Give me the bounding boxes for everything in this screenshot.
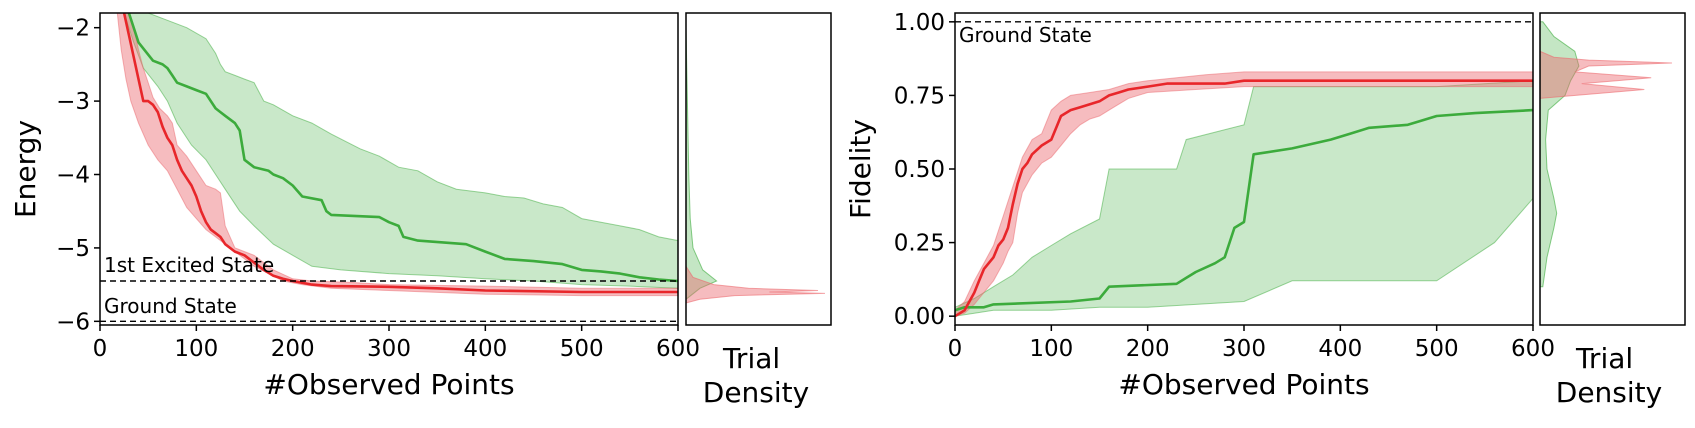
energy-x-ticks: 0 100 200 300 400 500 600 [93, 325, 700, 362]
energy-green-density [685, 27, 718, 301]
energy-x-tick-label: 0 [93, 336, 108, 362]
fidelity-x-tick-label: 600 [1511, 336, 1555, 362]
energy-y-tick-label: −3 [56, 89, 90, 115]
ground-state-label-fidelity: Ground State [959, 23, 1092, 47]
energy-x-tick-label: 500 [560, 336, 604, 362]
energy-green-median-line [127, 12, 679, 283]
fidelity-y-tick-label: 0.75 [894, 83, 945, 109]
energy-green-band [123, 12, 679, 289]
energy-density-panel: Trial Density [685, 12, 832, 409]
energy-x-tick-label: 600 [656, 336, 700, 362]
energy-y-ticks: −6 −5 −4 −3 −2 [56, 16, 100, 335]
energy-density-frame [685, 12, 832, 326]
energy-x-axis-label: #Observed Points [263, 368, 514, 401]
first-excited-state-label: 1st Excited State [104, 253, 274, 277]
trial-label: Trial [722, 342, 780, 375]
energy-x-tick-label: 100 [174, 336, 218, 362]
fidelity-lines [954, 79, 1534, 318]
trial-label: Trial [1575, 342, 1633, 375]
fidelity-y-tick-label: 0.50 [894, 157, 945, 183]
fidelity-x-axis-label: #Observed Points [1118, 368, 1369, 401]
density-label: Density [703, 376, 809, 409]
density-label: Density [1556, 376, 1662, 409]
energy-x-tick-label: 400 [463, 336, 507, 362]
fidelity-x-tick-label: 300 [1222, 336, 1266, 362]
fidelity-y-ticks: 0.00 0.25 0.50 0.75 1.00 [894, 10, 955, 330]
fidelity-bands [954, 71, 1534, 317]
fidelity-green-band [954, 80, 1534, 317]
fidelity-density-areas [1539, 21, 1673, 288]
energy-red-band [116, 12, 679, 297]
energy-y-tick-label: −5 [56, 236, 90, 262]
fidelity-plot-area: Ground State [954, 12, 1534, 326]
fidelity-y-tick-label: 0.25 [894, 231, 945, 257]
fidelity-density-panel: Trial Density [1539, 12, 1686, 409]
fidelity-red-density [1539, 50, 1673, 99]
energy-bands [116, 12, 679, 297]
energy-y-tick-label: −4 [56, 163, 90, 189]
fidelity-x-ticks: 0 100 200 300 400 500 600 [948, 325, 1555, 362]
energy-plot-area: 1st Excited State Ground State [99, 12, 679, 326]
fidelity-green-density [1539, 21, 1580, 288]
fidelity-x-tick-label: 500 [1415, 336, 1459, 362]
fidelity-y-tick-label: 1.00 [894, 10, 945, 36]
fidelity-x-tick-label: 100 [1029, 336, 1073, 362]
fidelity-x-tick-label: 200 [1126, 336, 1170, 362]
energy-x-tick-label: 200 [271, 336, 315, 362]
energy-density-areas [685, 27, 826, 304]
fidelity-density-frame [1539, 12, 1686, 326]
fidelity-red-band [954, 71, 1534, 317]
energy-density-label: Trial Density [703, 342, 809, 409]
energy-red-median-line [122, 12, 678, 294]
energy-y-axis-label: Energy [9, 120, 42, 218]
energy-y-tick-label: −6 [56, 309, 90, 335]
fidelity-y-axis-label: Fidelity [844, 119, 877, 219]
fidelity-density-label: Trial Density [1556, 342, 1662, 409]
energy-lines [122, 12, 679, 294]
fidelity-x-tick-label: 400 [1318, 336, 1362, 362]
energy-chart: 1st Excited State Ground State 0 100 200 30… [9, 12, 832, 409]
fidelity-chart: Ground State 0 100 200 300 400 500 600 0.00 0.2… [844, 10, 1686, 409]
fidelity-x-tick-label: 0 [948, 336, 963, 362]
fidelity-y-tick-label: 0.00 [894, 304, 945, 330]
energy-x-tick-label: 300 [367, 336, 411, 362]
fidelity-green-median-line [954, 108, 1534, 312]
ground-state-label-energy: Ground State [104, 294, 237, 318]
energy-y-tick-label: −2 [56, 16, 90, 42]
energy-red-density [685, 264, 826, 304]
fidelity-red-median-line [954, 79, 1533, 318]
